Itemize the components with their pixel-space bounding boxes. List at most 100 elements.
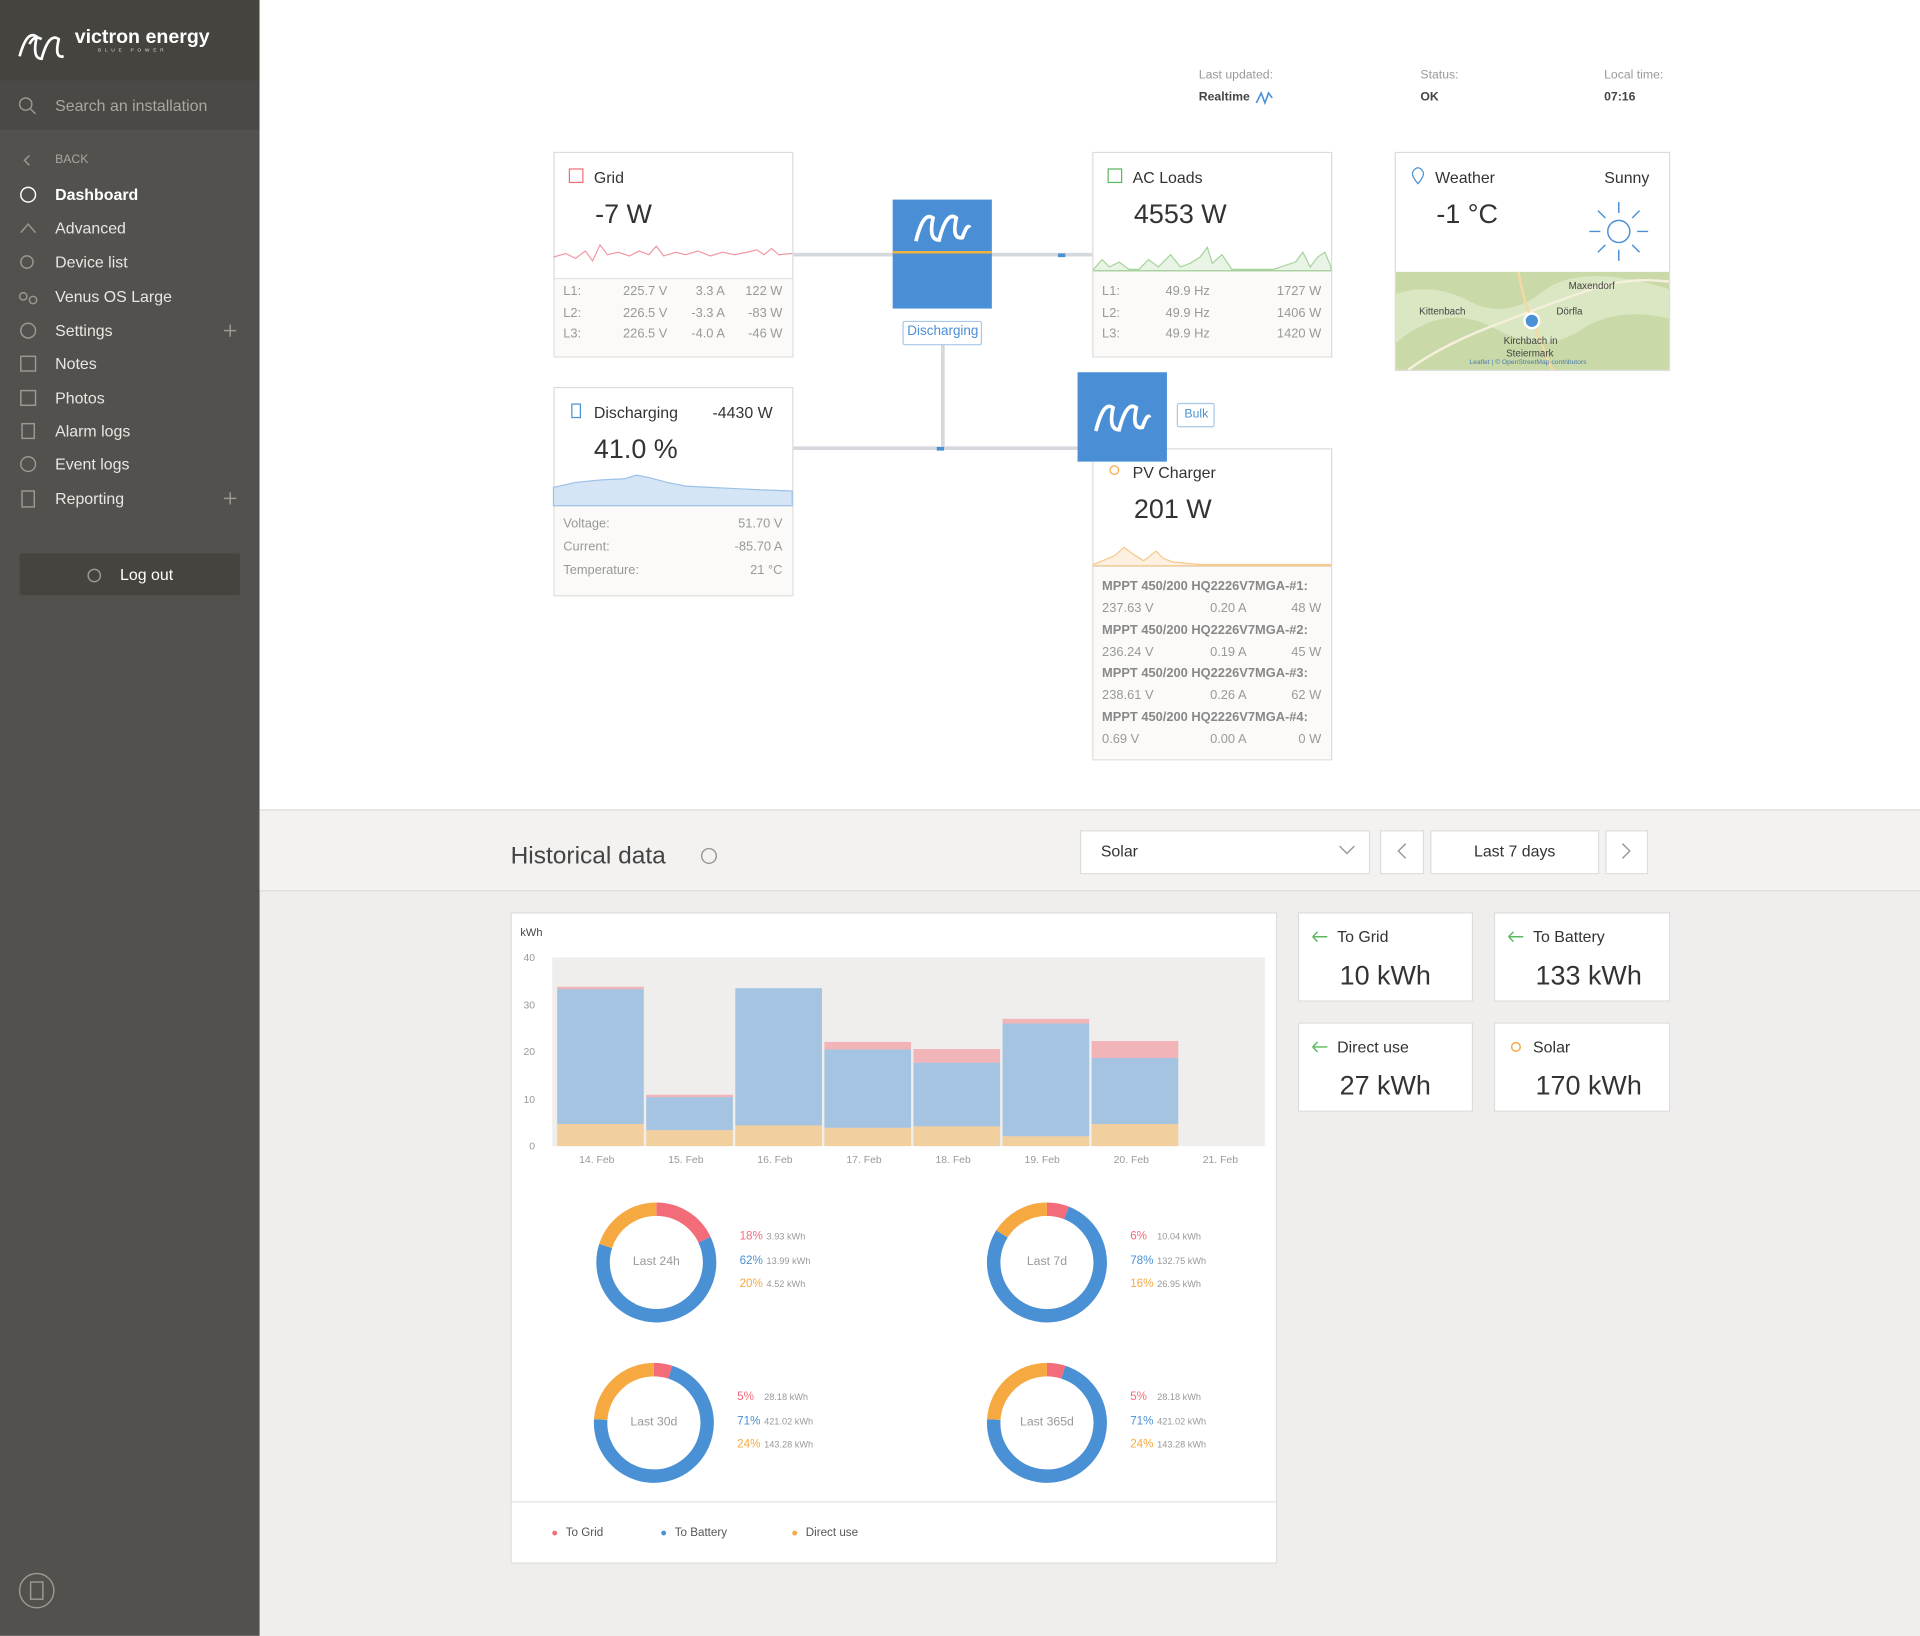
charger-name: MPPT 450/200 HQ2226V7MGA-#4: xyxy=(1102,709,1308,724)
logout-label[interactable]: Log out xyxy=(120,565,174,584)
brand-logo xyxy=(18,33,64,61)
location-icon xyxy=(1411,167,1425,185)
power: 1727 W xyxy=(1276,283,1322,299)
donut-amount: 13.99 kWh xyxy=(766,1254,811,1266)
summary-card xyxy=(1297,912,1474,1002)
summary-card xyxy=(1493,1022,1671,1112)
power: 122 W xyxy=(745,283,783,299)
phase-label: L3: xyxy=(563,326,582,342)
search-box[interactable] xyxy=(0,80,260,130)
legend-dot xyxy=(792,1530,798,1536)
summary-card xyxy=(1297,1022,1474,1112)
map-marker xyxy=(1523,312,1541,330)
power: 1420 W xyxy=(1276,326,1322,342)
current: -3.3 A xyxy=(691,305,725,320)
plot-area xyxy=(552,957,1265,1147)
donut-percent: 24% xyxy=(1130,1437,1154,1452)
nav-item[interactable]: Photos xyxy=(55,388,105,408)
range-value[interactable]: Last 7 days xyxy=(1473,841,1556,861)
current: 3.3 A xyxy=(695,283,725,299)
status-value: Realtime xyxy=(1198,90,1250,105)
card-value: -1 °C xyxy=(1436,198,1498,229)
donut-segment xyxy=(593,1365,714,1483)
battery-sparkline xyxy=(552,474,793,507)
nav-item[interactable]: Settings xyxy=(55,321,113,340)
x-tick-label: 17. Feb xyxy=(846,1153,882,1166)
legend-label: To Battery xyxy=(674,1526,728,1540)
status-label: Local time: xyxy=(1604,68,1664,83)
bar-segment xyxy=(646,1094,733,1098)
search-placeholder[interactable]: Search an installation xyxy=(55,96,208,115)
card-title: Grid xyxy=(593,168,624,187)
logout-button[interactable] xyxy=(19,553,241,596)
x-tick-label: 19. Feb xyxy=(1024,1153,1060,1166)
power: 48 W xyxy=(1291,600,1322,616)
charger-name: MPPT 450/200 HQ2226V7MGA-#3: xyxy=(1102,665,1308,681)
brand-name: victron energy xyxy=(74,26,210,48)
flow-dot xyxy=(1057,253,1066,258)
donut-segment xyxy=(653,1362,673,1379)
card-title: Weather xyxy=(1435,168,1495,187)
nav-item[interactable]: Event logs xyxy=(55,454,130,474)
nav-item[interactable]: Notes xyxy=(55,354,97,373)
donut-segment xyxy=(996,1202,1048,1238)
phase-label: L2: xyxy=(563,305,582,320)
current: -4.0 A xyxy=(691,326,725,342)
pv-state: Bulk xyxy=(1184,407,1209,422)
summary-label: Solar xyxy=(1533,1037,1571,1057)
donut-segment xyxy=(1046,1202,1070,1220)
nav-item[interactable]: Dashboard xyxy=(55,185,139,204)
donut-amount: 28.18 kWh xyxy=(1157,1391,1202,1403)
grid-card[interactable] xyxy=(553,151,794,358)
power: 62 W xyxy=(1291,687,1322,703)
summary-card xyxy=(1493,912,1671,1002)
inverter[interactable] xyxy=(892,199,992,309)
phase-label: L1: xyxy=(1102,283,1120,299)
summary-value: 133 kWh xyxy=(1535,960,1642,991)
power: 45 W xyxy=(1291,644,1322,660)
source-value[interactable]: Solar xyxy=(1100,841,1138,861)
back-link[interactable]: BACK xyxy=(55,153,89,167)
source-select[interactable] xyxy=(1080,830,1371,875)
map-attribution[interactable]: Leaflet | © OpenStreetMap contributors xyxy=(1469,359,1587,367)
donut-segment xyxy=(656,1202,711,1243)
ac-loads-card[interactable] xyxy=(1092,151,1333,358)
donut-percent: 5% xyxy=(1130,1390,1148,1404)
donut-amount: 143.28 kWh xyxy=(764,1439,814,1451)
y-tick-label: 40 xyxy=(523,951,536,964)
donut-segment xyxy=(1046,1362,1066,1379)
bar-segment xyxy=(824,1049,912,1128)
next-button[interactable] xyxy=(1605,830,1649,875)
donut-amount: 421.02 kWh xyxy=(764,1415,814,1427)
legend-label: To Grid xyxy=(565,1526,604,1540)
voltage: 226.5 V xyxy=(623,305,668,320)
pv-sparkline xyxy=(1092,546,1332,567)
voltage: 226.5 V xyxy=(623,326,668,342)
nav-item[interactable]: Alarm logs xyxy=(55,421,131,441)
pv-card[interactable] xyxy=(1092,448,1333,761)
y-tick-label: 10 xyxy=(523,1092,536,1105)
donut-amount: 143.28 kWh xyxy=(1157,1439,1207,1451)
nav-item[interactable]: Reporting xyxy=(55,489,125,508)
y-axis-label: kWh xyxy=(520,926,543,939)
nav-item[interactable]: Device list xyxy=(55,252,128,272)
metric-value: -85.70 A xyxy=(734,539,783,555)
frequency: 49.9 Hz xyxy=(1165,326,1210,342)
bar-segment xyxy=(557,1123,644,1147)
donut-amount: 10.04 kWh xyxy=(1157,1230,1202,1242)
donut-segment xyxy=(593,1362,655,1421)
sidebar xyxy=(0,0,260,1636)
map[interactable] xyxy=(1395,271,1670,371)
grid-sparkline xyxy=(553,243,793,263)
bar-segment xyxy=(824,1041,912,1050)
sidebar-header xyxy=(0,0,260,81)
donut-percent: 78% xyxy=(1130,1253,1154,1268)
prev-button[interactable] xyxy=(1380,830,1425,875)
summary-value: 10 kWh xyxy=(1339,960,1431,991)
legend-dot xyxy=(552,1530,558,1536)
nav-item[interactable]: Venus OS Large xyxy=(55,287,172,306)
nav-item[interactable]: Advanced xyxy=(55,218,126,237)
range-button[interactable] xyxy=(1430,830,1600,875)
bar-segment xyxy=(913,1062,1001,1127)
